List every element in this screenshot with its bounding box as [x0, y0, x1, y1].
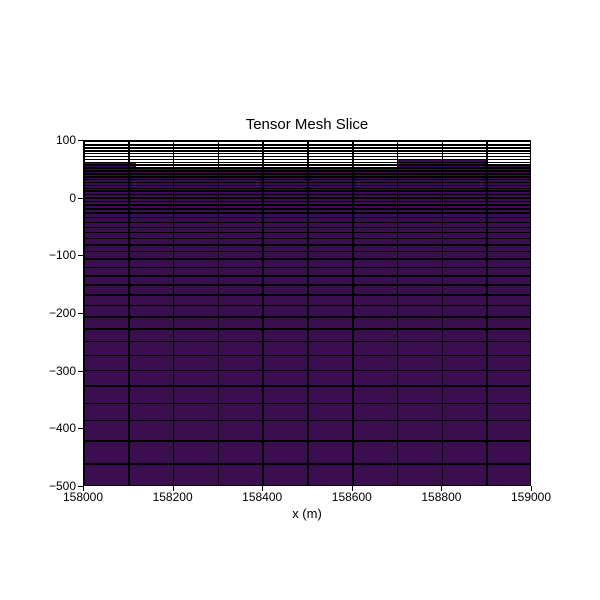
mesh-vline-top	[83, 141, 85, 485]
mesh-vline-top	[486, 141, 488, 485]
x-tick-label: 158200	[153, 490, 193, 504]
x-axis-label: x (m)	[83, 506, 531, 521]
y-tick-label: 0	[69, 191, 76, 205]
mesh-vline-top	[128, 141, 130, 485]
y-tick	[78, 255, 83, 256]
y-tick	[78, 313, 83, 314]
x-tick-label: 158600	[332, 490, 372, 504]
x-tick-label: 158800	[421, 490, 461, 504]
mesh-vline-top	[352, 141, 354, 485]
chart-title: Tensor Mesh Slice	[83, 116, 531, 133]
mesh-vline-top	[173, 141, 175, 485]
plot-area	[83, 140, 531, 486]
y-tick-label: −300	[49, 364, 76, 378]
y-tick	[78, 371, 83, 372]
y-tick	[78, 486, 83, 487]
mesh-vline-top	[218, 141, 220, 485]
mesh-vline-top	[307, 141, 309, 485]
figure: Tensor Mesh Slice x (m) 1580001582001584…	[0, 0, 600, 600]
x-tick-label: 159000	[511, 490, 551, 504]
y-tick	[78, 198, 83, 199]
y-tick-label: −400	[49, 421, 76, 435]
mesh-vline-top	[397, 141, 399, 485]
y-tick-label: 100	[56, 133, 76, 147]
y-tick-label: −100	[49, 248, 76, 262]
mesh-vline-top	[262, 141, 264, 485]
mesh-vline-top	[442, 141, 444, 485]
y-tick-label: −200	[49, 306, 76, 320]
y-tick	[78, 428, 83, 429]
y-tick-label: −500	[49, 479, 76, 493]
y-tick	[78, 140, 83, 141]
x-tick-label: 158400	[242, 490, 282, 504]
